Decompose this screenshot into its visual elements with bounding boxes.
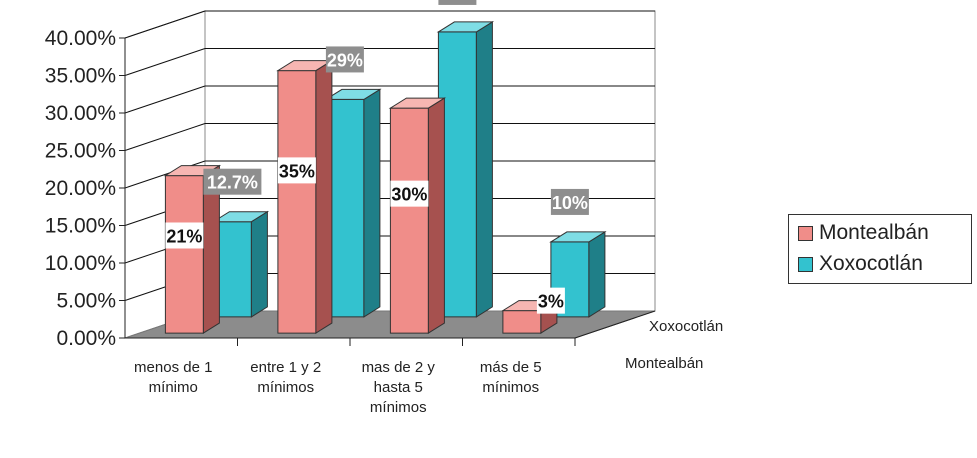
category-label: más de 5	[480, 359, 542, 376]
data-label-s2: 10%	[552, 193, 588, 213]
category-label: mínimo	[149, 379, 198, 396]
bar-top	[324, 88, 382, 100]
y-tick-label: 30.00%	[45, 102, 116, 125]
legend-swatch-montealban	[798, 225, 813, 241]
gridline-side	[124, 10, 206, 39]
bar-front	[164, 175, 204, 334]
bar-side	[250, 210, 268, 318]
data-label-s2: 29%	[327, 50, 363, 70]
legend-item-montealban: Montealbán	[798, 220, 929, 246]
data-label-s2: 38%	[439, 0, 475, 3]
bar-side	[588, 230, 606, 318]
data-label-s1-box	[165, 222, 204, 249]
legend-swatch-xoxocotlan	[798, 256, 813, 272]
data-label-s1: 30%	[391, 185, 427, 205]
data-label-s1-box	[277, 157, 316, 184]
depth-axis-label: Xoxocotlán	[649, 318, 723, 335]
data-label-s2-box	[203, 168, 262, 195]
bar-top	[549, 231, 607, 243]
y-tick-label: 40.00%	[45, 27, 116, 50]
gridline-side	[124, 123, 206, 151]
bar-top	[211, 211, 270, 223]
category-label: hasta 5	[374, 379, 423, 396]
legend-label-montealban: Montealbán	[819, 221, 929, 244]
data-label-s1-box	[536, 287, 565, 314]
category-label: menos de 1	[134, 359, 212, 376]
data-label-s1: 35%	[279, 161, 315, 181]
legend-item-xoxocotlan: Xoxocotlán	[798, 251, 923, 277]
data-label-s1: 21%	[166, 226, 202, 246]
data-label-s2: 12.7%	[207, 173, 258, 193]
y-tick-label: 5.00%	[56, 290, 116, 313]
y-tick-label: 20.00%	[45, 177, 116, 200]
bar-top	[436, 21, 495, 33]
y-tick-label: 10.00%	[45, 252, 116, 275]
chart-legend: Montealbán Xoxocotlán	[788, 214, 972, 284]
category-label: mas de 2 y	[362, 359, 436, 376]
bar-top	[388, 97, 447, 109]
legend-label-xoxocotlan: Xoxocotlán	[819, 252, 923, 275]
data-label-s1-box	[390, 180, 429, 207]
category-label: mínimos	[257, 379, 314, 396]
category-label: mínimos	[482, 379, 539, 396]
data-label-s1: 3%	[538, 292, 564, 312]
y-tick-label: 0.00%	[56, 327, 116, 350]
depth-axis-line	[574, 310, 656, 339]
gridline-side	[124, 85, 206, 114]
bar-side	[363, 88, 381, 318]
y-tick-label: 25.00%	[45, 140, 116, 163]
category-label: entre 1 y 2	[250, 359, 321, 376]
bar-side	[475, 20, 493, 318]
gridline-side	[124, 48, 206, 76]
bar-side	[315, 59, 333, 335]
y-tick-label: 15.00%	[45, 215, 116, 238]
category-label: mínimos	[370, 399, 427, 416]
y-tick-label: 35.00%	[45, 65, 116, 88]
bar-side	[427, 97, 445, 335]
data-label-s2-box	[550, 188, 589, 215]
bar-front	[502, 310, 542, 334]
depth-axis-label: Montealbán	[625, 355, 703, 372]
bar-front	[389, 107, 429, 334]
data-label-s2-box	[325, 46, 364, 73]
bar-front	[277, 70, 317, 334]
data-label-s2-box	[438, 0, 477, 5]
